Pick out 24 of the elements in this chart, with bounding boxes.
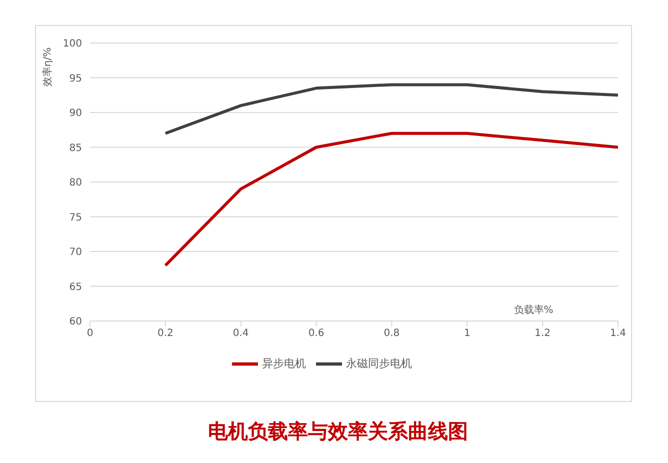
x-tick-label: 1.4 — [610, 328, 626, 340]
legend-label: 永磁同步电机 — [346, 357, 412, 370]
text: 电机负载率与效率关系曲线图 — [207, 418, 469, 445]
x-tick-label: 0.8 — [384, 328, 400, 340]
y-axis-title: 效率η/% — [42, 47, 54, 87]
y-tick-label: 100 — [62, 38, 82, 50]
x-tick-label: 0.6 — [308, 328, 324, 340]
x-tick-label: 1.2 — [534, 328, 551, 340]
y-tick-label: 70 — [69, 247, 82, 258]
y-tick-label: 80 — [69, 178, 82, 189]
x-tick-label: 1 — [464, 328, 470, 340]
y-tick-label: 75 — [69, 212, 82, 224]
y-tick-label: 85 — [69, 142, 82, 154]
line-series — [164, 83, 618, 135]
y-tick-label: 65 — [69, 282, 82, 293]
x-tick-label: 0.2 — [157, 328, 174, 340]
y-tick-label: 95 — [69, 73, 82, 84]
x-tick-label: 0.4 — [232, 328, 249, 340]
y-tick-label: 60 — [69, 316, 82, 328]
x-tick-label: 0 — [86, 328, 94, 340]
x-axis-title: 负载率% — [514, 304, 554, 316]
line-series — [164, 132, 618, 267]
legend-label: 异步电机 — [262, 357, 306, 370]
y-tick-label: 90 — [69, 108, 82, 120]
